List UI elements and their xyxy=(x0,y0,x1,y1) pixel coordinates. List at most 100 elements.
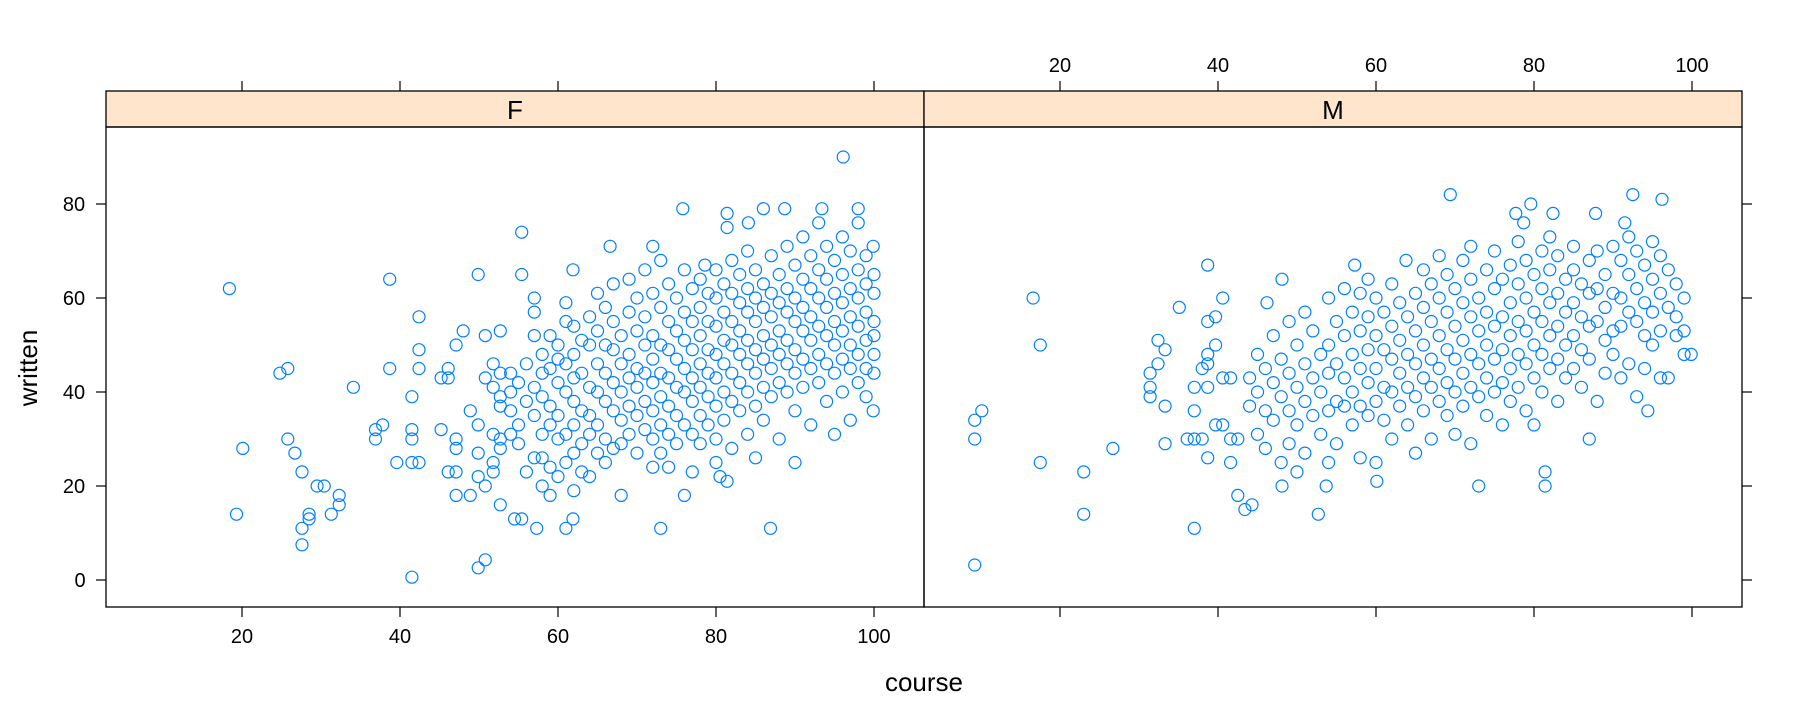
data-point xyxy=(434,371,448,385)
data-point xyxy=(504,427,518,441)
data-point xyxy=(709,319,723,333)
data-point xyxy=(827,286,842,300)
data-point xyxy=(638,338,652,352)
data-point xyxy=(590,324,605,338)
data-point xyxy=(772,296,786,310)
data-point xyxy=(1582,286,1596,300)
data-point xyxy=(693,380,707,394)
data-point xyxy=(1377,380,1391,394)
data-point xyxy=(1432,394,1446,408)
data-point xyxy=(1440,408,1454,423)
data-point xyxy=(1503,361,1517,376)
data-point xyxy=(654,446,668,460)
data-point xyxy=(530,521,544,535)
data-point xyxy=(582,427,597,441)
data-point xyxy=(288,446,302,460)
data-point xyxy=(1543,263,1557,277)
data-point xyxy=(819,329,834,343)
data-point xyxy=(709,263,723,277)
data-point xyxy=(1400,418,1415,432)
data-point xyxy=(713,470,727,484)
data-point xyxy=(1369,329,1383,343)
data-point xyxy=(669,408,684,423)
data-point xyxy=(551,470,565,484)
data-point xyxy=(1590,314,1604,329)
data-point xyxy=(1448,352,1462,366)
y-tick-label: 60 xyxy=(63,288,85,310)
data-point xyxy=(390,455,404,470)
data-point xyxy=(1275,272,1289,286)
x-tick-label: 40 xyxy=(389,626,411,648)
data-point xyxy=(804,310,818,324)
data-point xyxy=(1538,479,1552,493)
data-point xyxy=(511,437,526,451)
data-point xyxy=(1558,371,1573,385)
data-point xyxy=(1208,338,1223,352)
data-point xyxy=(1151,333,1165,347)
data-point xyxy=(1558,305,1573,319)
data-point xyxy=(646,286,660,300)
data-point xyxy=(1653,249,1668,263)
data-point xyxy=(669,352,684,366)
data-point xyxy=(733,296,747,310)
data-point xyxy=(493,324,507,338)
data-point xyxy=(1448,319,1462,333)
data-point xyxy=(478,553,492,567)
data-point xyxy=(1231,432,1245,446)
data-point xyxy=(701,286,715,300)
data-point xyxy=(449,338,463,352)
data-point xyxy=(630,291,644,305)
data-point xyxy=(1626,188,1640,202)
x-axis-bottom-labels: 20 40 60 80 100 xyxy=(231,626,891,648)
data-point xyxy=(1361,408,1375,423)
data-point xyxy=(1151,357,1165,371)
data-point xyxy=(1464,380,1478,394)
data-point xyxy=(559,521,573,535)
data-point xyxy=(804,361,818,376)
data-point xyxy=(1448,427,1462,441)
data-point xyxy=(504,385,518,399)
data-point xyxy=(756,352,771,366)
data-point xyxy=(1543,230,1557,244)
data-point xyxy=(1298,357,1312,371)
data-point xyxy=(764,286,778,300)
data-point xyxy=(1535,244,1549,258)
data-point xyxy=(1187,521,1201,535)
data-point xyxy=(281,361,295,376)
data-point xyxy=(1637,329,1652,343)
data-point xyxy=(1495,272,1510,286)
data-point xyxy=(1400,310,1415,324)
data-point xyxy=(1590,394,1604,408)
data-point xyxy=(1282,366,1296,380)
data-point xyxy=(1669,277,1683,291)
data-point xyxy=(1208,418,1223,432)
data-point xyxy=(504,366,518,380)
data-point xyxy=(1637,258,1652,272)
data-point xyxy=(405,570,419,584)
data-point xyxy=(1566,263,1581,277)
data-point xyxy=(590,418,605,432)
data-point xyxy=(843,282,857,296)
data-point xyxy=(1622,267,1636,282)
data-point xyxy=(281,432,295,446)
data-point xyxy=(780,239,794,253)
data-point xyxy=(1282,437,1296,451)
data-point xyxy=(1622,230,1636,244)
data-point xyxy=(843,338,857,352)
data-point xyxy=(843,244,857,258)
data-point xyxy=(654,521,668,535)
data-point xyxy=(835,352,850,366)
data-point xyxy=(1242,399,1257,413)
data-point xyxy=(471,418,485,432)
data-point xyxy=(1479,338,1494,352)
data-point xyxy=(1377,413,1391,427)
data-point xyxy=(867,329,881,343)
data-point xyxy=(412,310,426,324)
data-point xyxy=(1472,357,1486,371)
data-point xyxy=(1519,291,1533,305)
data-point xyxy=(1511,277,1525,291)
data-point xyxy=(1393,366,1407,380)
data-point xyxy=(1535,385,1549,399)
data-point xyxy=(669,437,684,451)
data-point xyxy=(1637,296,1652,310)
